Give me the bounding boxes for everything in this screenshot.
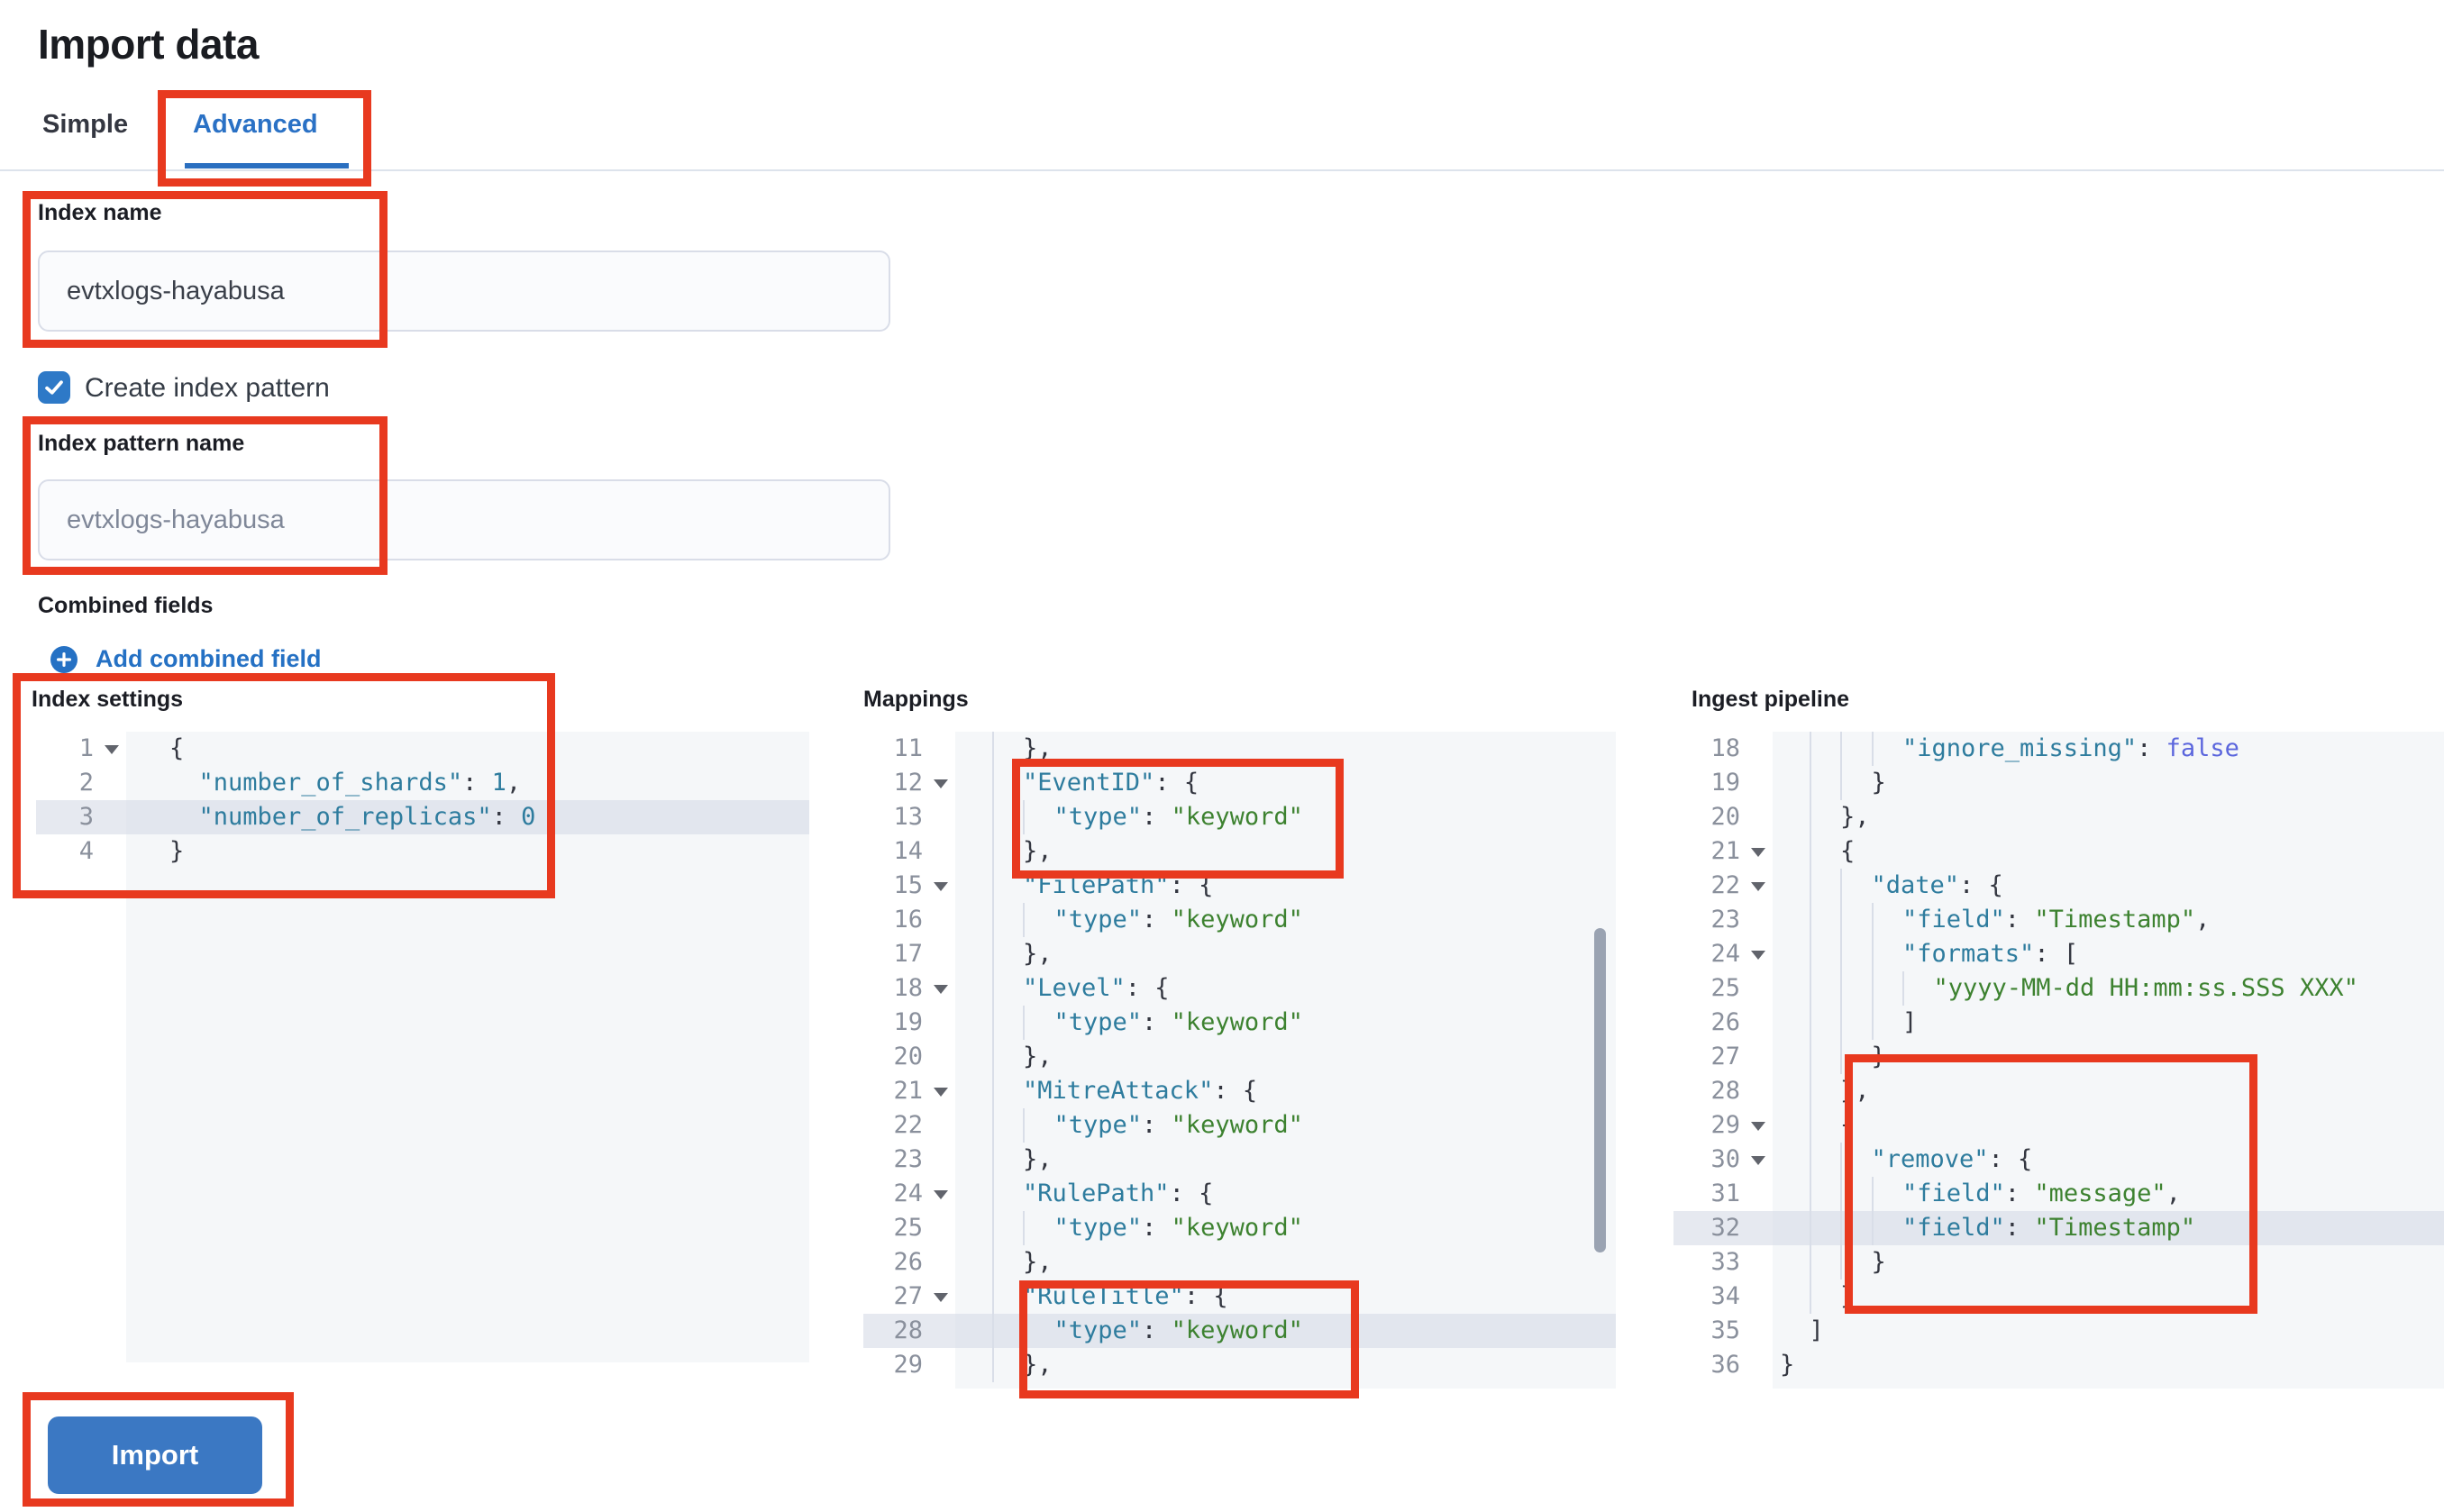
code-line-29: 29{ (1673, 1108, 2444, 1143)
editor-gutter (1673, 732, 1773, 1389)
tab-simple[interactable]: Simple (42, 110, 129, 139)
fold-arrow-icon[interactable] (934, 882, 948, 891)
tab-advanced[interactable]: Advanced (193, 110, 318, 139)
code-line-26: 26] (1673, 1006, 2444, 1040)
combined-fields-label: Combined fields (38, 593, 214, 618)
code-line-12: 12 "EventID": { (863, 766, 1616, 800)
fold-arrow-icon[interactable] (1751, 951, 1765, 960)
code-line-20: 20}, (1673, 800, 2444, 834)
code-line-23: 23}, (863, 1143, 1616, 1177)
code-line-3: 3 "number_of_replicas": 0 (36, 800, 809, 834)
tabs-divider (0, 169, 2444, 171)
create-index-pattern-checkbox[interactable] (38, 371, 70, 404)
code-line-21: 21{ (1673, 834, 2444, 869)
fold-arrow-icon[interactable] (934, 1088, 948, 1097)
code-line-24: 24 "RulePath": { (863, 1177, 1616, 1211)
plus-in-circle-icon (50, 645, 78, 673)
code-line-23: 23 "field": "Timestamp", (1673, 903, 2444, 937)
add-combined-field-link[interactable]: Add combined field (50, 645, 322, 673)
fold-arrow-icon[interactable] (1751, 1156, 1765, 1165)
code-line-20: 20}, (863, 1040, 1616, 1074)
code-line-11: 11}, (863, 732, 1616, 766)
code-line-22: 22 "type": "keyword" (863, 1108, 1616, 1143)
import-button[interactable]: Import (48, 1416, 262, 1494)
index-name-label: Index name (38, 200, 162, 225)
code-line-18: 18 "ignore_missing": false (1673, 732, 2444, 766)
mappings-editor[interactable]: 11}, 12 "EventID": {13 "type": "keyword" 14}… (863, 732, 1616, 1389)
index-name-input[interactable] (38, 250, 890, 332)
index-settings-label: Index settings (32, 687, 184, 712)
fold-arrow-icon[interactable] (934, 1293, 948, 1302)
code-line-18: 18 "Level": { (863, 971, 1616, 1006)
code-line-2: 2 "number_of_shards": 1, (78, 769, 522, 797)
code-line-22: 22 "date": { (1673, 869, 2444, 903)
code-line-30: 30 "remove": { (1673, 1143, 2444, 1177)
mappings-scrollbar-thumb[interactable] (1594, 928, 1606, 1252)
code-line-26: 26}, (863, 1245, 1616, 1280)
code-line-28: 28 "type": "keyword" (863, 1314, 1616, 1348)
fold-arrow-icon[interactable] (105, 745, 119, 754)
index-pattern-name-input[interactable] (38, 479, 890, 560)
ingest-pipeline-label: Ingest pipeline (1692, 687, 1850, 712)
mappings-label: Mappings (863, 687, 969, 712)
code-line-35: 35] (1710, 1316, 1824, 1344)
code-line-13: 13 "type": "keyword" (863, 800, 1616, 834)
fold-arrow-icon[interactable] (934, 779, 948, 788)
code-line-16: 16 "type": "keyword" (863, 903, 1616, 937)
code-line-19: 19} (1673, 766, 2444, 800)
index-settings-editor[interactable]: 1{ 2 "number_of_shards": 1, 3 "number_of_rep… (36, 732, 809, 1362)
code-line-25: 25 "yyyy-MM-dd HH:mm:ss.SSS XXX" (1673, 971, 2444, 1006)
code-line-27: 27 "RuleTitle": { (863, 1280, 1616, 1314)
editor-gutter (36, 732, 126, 1362)
code-line-21: 21 "MitreAttack": { (863, 1074, 1616, 1108)
add-combined-field-label: Add combined field (96, 645, 322, 672)
code-line-29: 29}, (863, 1348, 1616, 1382)
code-line-33: 33} (1673, 1245, 2444, 1280)
checkmark-icon (45, 380, 63, 395)
code-line-24: 24 "formats": [ (1673, 937, 2444, 971)
ingest-pipeline-editor[interactable]: 18 "ignore_missing": false 19} 20}, 21{22 "da… (1673, 732, 2444, 1389)
editor-content-background (955, 732, 1616, 1389)
code-line-36: 36} (1710, 1351, 1795, 1379)
code-line-25: 25 "type": "keyword" (863, 1211, 1616, 1245)
fold-arrow-icon[interactable] (934, 1190, 948, 1199)
fold-arrow-icon[interactable] (934, 985, 948, 994)
page-title: Import data (38, 21, 259, 68)
code-line-14: 14}, (863, 834, 1616, 869)
editor-gutter (863, 732, 955, 1389)
tab-advanced-underline (185, 163, 349, 169)
code-line-4: 4} (78, 837, 185, 865)
code-line-31: 31 "field": "message", (1673, 1177, 2444, 1211)
editor-content-background (126, 732, 809, 1362)
code-line-15: 15 "FilePath": { (863, 869, 1616, 903)
code-line-28: 28}, (1673, 1074, 2444, 1108)
fold-arrow-icon[interactable] (1751, 1122, 1765, 1131)
code-line-34: 34} (1673, 1280, 2444, 1314)
fold-arrow-icon[interactable] (1751, 848, 1765, 857)
create-index-pattern-label: Create index pattern (85, 373, 330, 403)
code-line-32: 32 "field": "Timestamp" (1673, 1211, 2444, 1245)
fold-arrow-icon[interactable] (1751, 882, 1765, 891)
code-line-17: 17}, (863, 937, 1616, 971)
code-line-1: 1{ (78, 734, 185, 762)
code-line-19: 19 "type": "keyword" (863, 1006, 1616, 1040)
index-pattern-name-label: Index pattern name (38, 431, 245, 456)
code-line-27: 27} (1673, 1040, 2444, 1074)
